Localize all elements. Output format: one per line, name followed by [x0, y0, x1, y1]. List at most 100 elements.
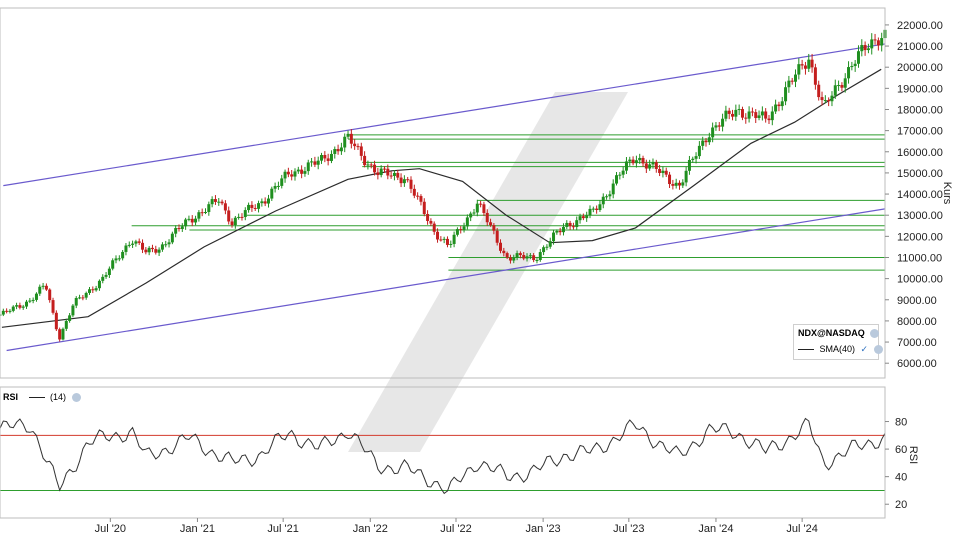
candle-body: [522, 255, 526, 259]
candle-body: [174, 228, 178, 234]
candle-body: [790, 80, 794, 82]
candle-body: [346, 133, 350, 137]
candle-body: [303, 171, 307, 174]
candle-body: [147, 247, 151, 253]
candle-body: [499, 242, 503, 251]
candle-body: [78, 297, 82, 299]
candle-body: [190, 218, 194, 223]
y-tick-label: 9000.00: [897, 295, 937, 307]
candle-body: [575, 220, 579, 228]
legend-sma-row[interactable]: SMA(40) ✓: [794, 341, 883, 357]
x-tick-label: Jul '22: [440, 523, 471, 535]
candle-body: [628, 159, 632, 162]
candle-body: [260, 201, 264, 204]
candle-body: [442, 238, 446, 240]
x-tick-label: Jan '23: [526, 523, 561, 535]
candle-body: [68, 315, 72, 321]
candle-body: [797, 64, 801, 75]
check-icon[interactable]: ✓: [860, 344, 869, 354]
candle-body: [512, 257, 516, 261]
candle-body: [160, 244, 164, 250]
candle-body: [581, 216, 585, 219]
candle-body: [25, 301, 29, 307]
candle-body: [605, 196, 609, 198]
candle-body: [34, 293, 38, 300]
candle-body: [58, 329, 62, 340]
candle-body: [48, 289, 52, 301]
candle-body: [515, 253, 519, 258]
candle-body: [734, 109, 738, 117]
candle-body: [694, 156, 698, 159]
rsi-line: [0, 417, 886, 495]
candle-body: [813, 67, 817, 85]
rsi-axis-title: RSI: [907, 446, 919, 464]
candle-body: [860, 45, 864, 52]
candle-body: [257, 203, 261, 209]
y-tick-label: 19000.00: [897, 83, 943, 95]
y-tick-label: 13000.00: [897, 210, 943, 222]
settings-icon[interactable]: [873, 345, 883, 355]
candle-body: [648, 164, 652, 169]
candle-body: [353, 143, 357, 147]
candle-body: [668, 174, 672, 185]
settings-icon[interactable]: [870, 329, 880, 339]
candle-body: [349, 133, 353, 144]
rsi-legend[interactable]: RSI (14): [3, 390, 81, 404]
candle-body: [409, 179, 413, 189]
x-tick-label: Jul '21: [267, 523, 298, 535]
candle-body: [379, 168, 383, 176]
y-tick-label: 17000.00: [897, 126, 943, 138]
y-tick-label: 11000.00: [897, 252, 942, 264]
candle-body: [223, 203, 227, 211]
candle-body: [568, 222, 572, 227]
candle-body: [286, 171, 290, 175]
candle-body: [731, 113, 735, 117]
y-tick-label: 21000.00: [897, 41, 943, 53]
sma-series: [1, 68, 882, 328]
rsi-legend-period: (14): [50, 392, 67, 402]
candle-body: [356, 146, 360, 148]
candle-body: [402, 179, 406, 184]
settings-icon[interactable]: [71, 393, 81, 403]
candle-body: [293, 171, 297, 177]
candle-body: [787, 80, 791, 88]
candle-body: [774, 104, 778, 112]
candle-body: [436, 231, 440, 240]
trend-channel-line: [6, 208, 886, 352]
candle-body: [280, 178, 284, 186]
y-tick-label: 12000.00: [897, 231, 943, 243]
candle-body: [114, 258, 118, 261]
candle-body: [15, 305, 19, 307]
candle-body: [416, 195, 420, 197]
candle-body: [545, 246, 549, 248]
candle-body: [837, 85, 841, 87]
candle-body: [469, 213, 473, 218]
candle-body: [863, 45, 867, 51]
candle-body: [784, 87, 788, 102]
candle-body: [382, 168, 386, 170]
legend-symbol-row[interactable]: NDX@NASDAQ: [794, 325, 880, 341]
candle-body: [392, 172, 396, 176]
candle-body: [803, 65, 807, 69]
sma-line: [1, 68, 882, 328]
candle-body: [54, 312, 58, 330]
candle-body: [8, 310, 12, 312]
candle-body: [91, 289, 95, 291]
candle-body: [11, 306, 15, 311]
candle-body: [737, 109, 741, 111]
candle-body: [336, 149, 340, 152]
candle-body: [535, 259, 539, 261]
candle-body: [296, 169, 300, 172]
candle-body: [595, 208, 599, 211]
candle-body: [817, 84, 821, 98]
legend-symbol: NDX@NASDAQ: [798, 328, 865, 338]
candle-body: [681, 182, 685, 186]
legend: NDX@NASDAQ SMA(40) ✓: [793, 324, 883, 360]
candle-body: [419, 196, 423, 202]
rsi-line-icon: [28, 397, 45, 399]
candle-body: [376, 172, 380, 176]
candle-body: [1, 310, 5, 315]
candle-body: [571, 226, 575, 228]
candle-body: [154, 249, 158, 253]
candle-body: [843, 78, 847, 88]
